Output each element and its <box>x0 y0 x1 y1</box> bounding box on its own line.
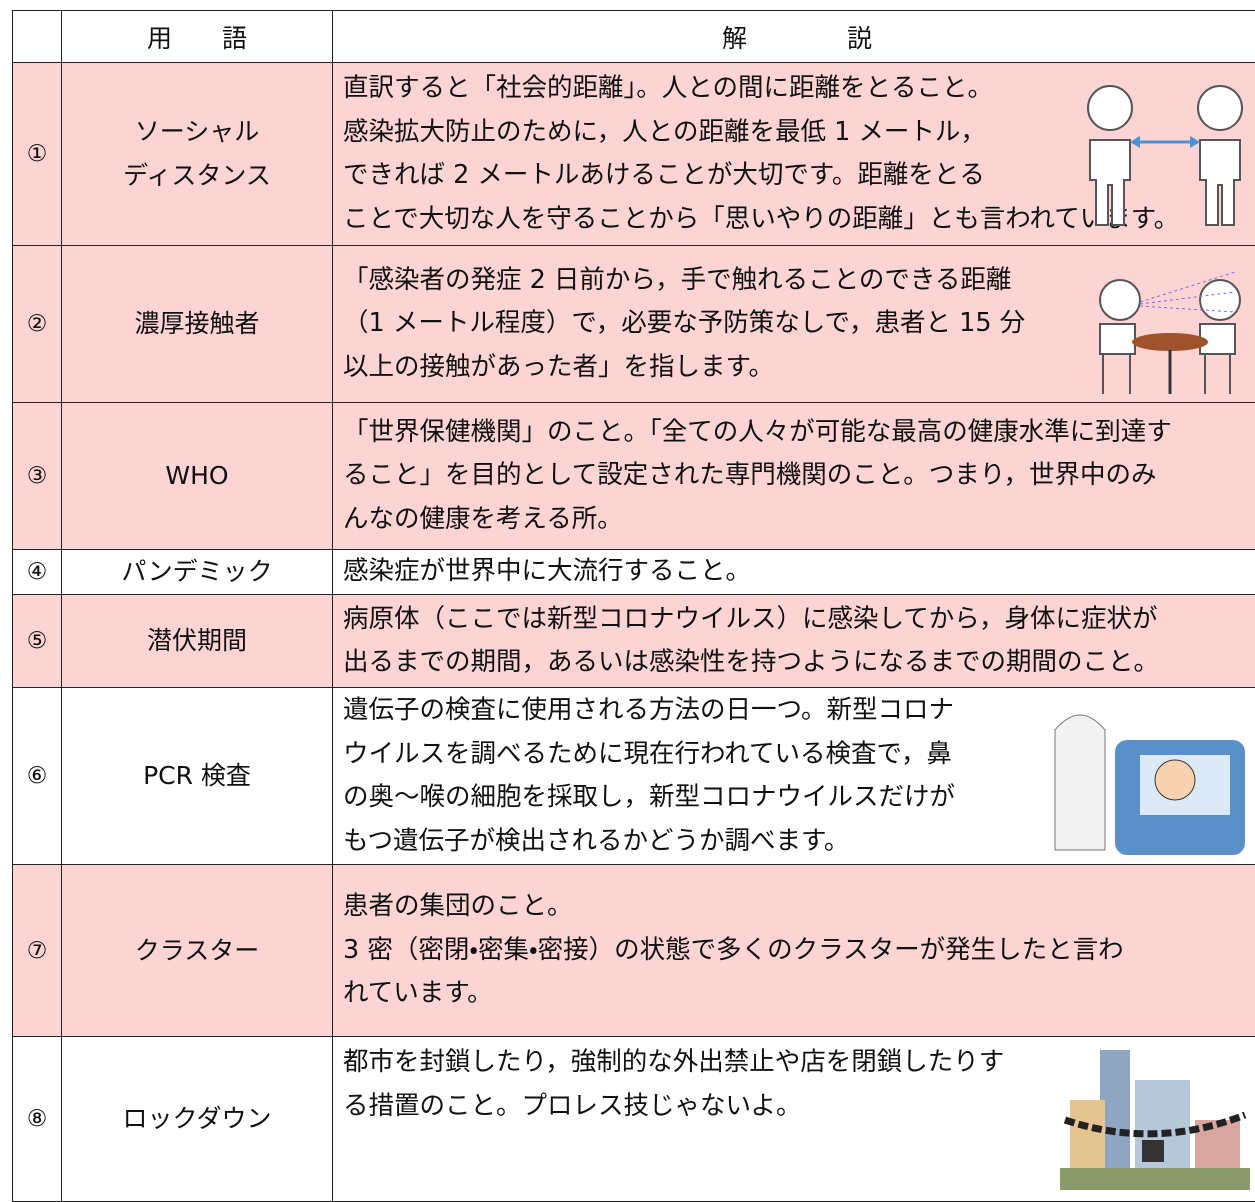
header-cell <box>13 11 62 63</box>
header-row: 用 語 解 説 <box>13 11 1255 63</box>
term-cell: PCR 検査 <box>62 688 333 865</box>
description-line: 感染症が世界中に大流行すること。 <box>343 550 1255 594</box>
description-line: 3 密（密閉・密集・密接）の状態で多くのクラスターが発生したと言わ <box>343 929 1255 973</box>
term-line: WHO <box>62 454 332 498</box>
illustration-pcr <box>1045 700 1250 862</box>
term-line: パンデミック <box>62 550 332 594</box>
number-cell: ⑦ <box>13 865 62 1037</box>
description-line: 出るまでの期間，あるいは感染性を持つようになるまでの期間のこと。 <box>343 641 1255 685</box>
term-cell: クラスター <box>62 865 333 1037</box>
term-cell: パンデミック <box>62 550 333 595</box>
description-line: 患者の集団のこと。 <box>343 885 1255 929</box>
number-cell: ⑤ <box>13 595 62 688</box>
term-line: ディスタンス <box>62 154 332 198</box>
number-cell: ⑧ <box>13 1037 62 1202</box>
term-line: 濃厚接触者 <box>62 302 332 346</box>
illustration-lockdown <box>1060 1040 1250 1190</box>
header-cell: 解 説 <box>333 11 1255 63</box>
description-cell: 感染症が世界中に大流行すること。 <box>333 550 1255 595</box>
number-cell: ③ <box>13 403 62 550</box>
term-line: PCR 検査 <box>62 754 332 798</box>
term-cell: ソーシャルディスタンス <box>62 63 333 246</box>
description-cell: 病原体（ここでは新型コロナウイルス）に感染してから，身体に症状が出るまでの期間，… <box>333 595 1255 688</box>
description-line: んなの健康を考える所。 <box>343 498 1255 542</box>
number-cell: ① <box>13 63 62 246</box>
description-line: 「世界保健機関」のこと。「全ての人々が可能な最高の健康水準に到達す <box>343 411 1255 455</box>
description-cell: 患者の集団のこと。3 密（密閉・密集・密接）の状態で多くのクラスターが発生したと… <box>333 865 1255 1037</box>
illustration-contact <box>1085 262 1250 398</box>
number-cell: ④ <box>13 550 62 595</box>
term-cell: WHO <box>62 403 333 550</box>
term-line: クラスター <box>62 929 332 973</box>
term-cell: 濃厚接触者 <box>62 246 333 403</box>
header-cell: 用 語 <box>62 11 333 63</box>
term-line: ロックダウン <box>62 1097 332 1141</box>
description-line: ること」を目的として設定された専門機関のこと。つまり，世界中のみ <box>343 454 1255 498</box>
term-cell: ロックダウン <box>62 1037 333 1202</box>
number-cell: ② <box>13 246 62 403</box>
description-line: れています。 <box>343 972 1255 1016</box>
description-cell: 「世界保健機関」のこと。「全ての人々が可能な最高の健康水準に到達すること」を目的… <box>333 403 1255 550</box>
number-cell: ⑥ <box>13 688 62 865</box>
illustration-distance <box>1080 80 1250 240</box>
term-line: ソーシャル <box>62 110 332 154</box>
term-cell: 潜伏期間 <box>62 595 333 688</box>
term-line: 潜伏期間 <box>62 619 332 663</box>
description-line: 病原体（ここでは新型コロナウイルス）に感染してから，身体に症状が <box>343 598 1255 642</box>
